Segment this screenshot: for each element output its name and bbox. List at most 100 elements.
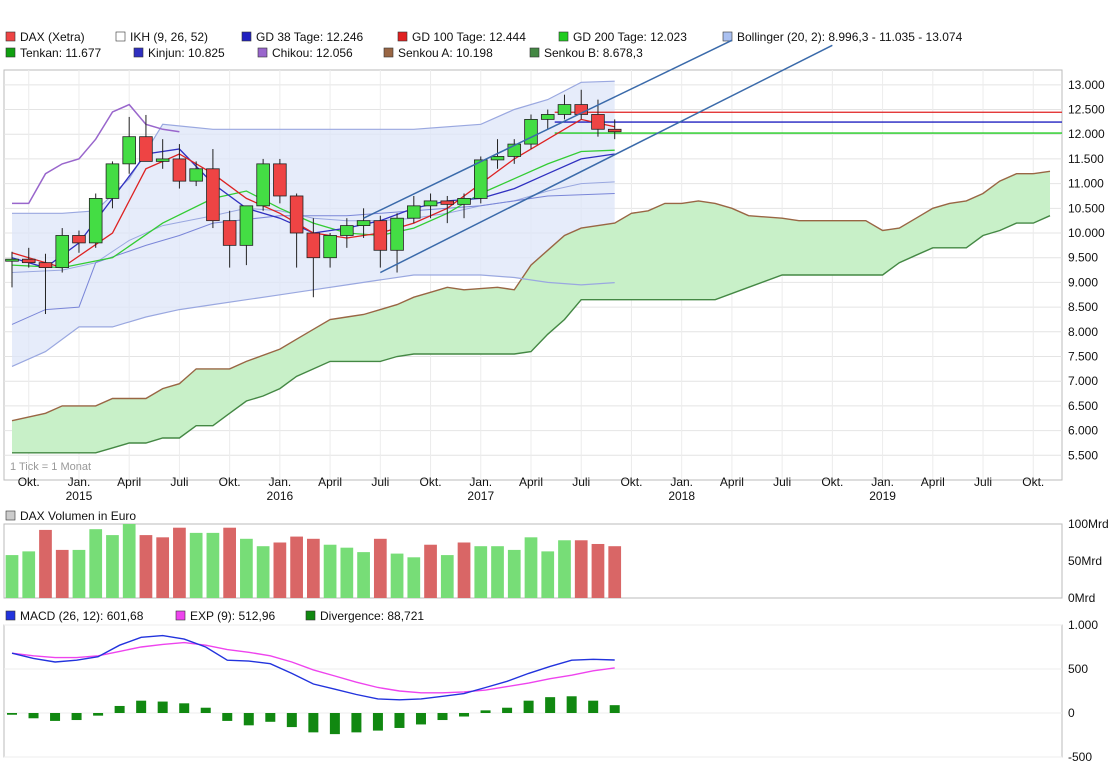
volume-bar [89,529,103,598]
macd-y-tick-label: 1.000 [1068,618,1098,632]
candle-down-body [72,235,86,244]
macd-y-tick-label: 500 [1068,662,1088,676]
divergence-bar [415,713,426,725]
volume-bar [55,549,69,598]
x-month-label: Jan. [469,475,492,489]
candle-up-body [490,156,505,161]
candle-down-body [38,262,53,268]
legend-label: GD 38 Tage: 12.246 [256,30,364,44]
macd-line [11,634,615,701]
candle [189,161,203,187]
y-tick-label: 11.000 [1068,177,1104,191]
volume-bar [440,555,454,598]
y-tick-label: 7.500 [1068,350,1098,364]
candle-down-body [373,220,388,251]
volume-bar [574,540,588,598]
candle [88,193,103,248]
candle-up-body [540,114,555,120]
legend-item: Chikou: 12.056 [257,46,353,60]
volume-legend: DAX Volumen in Euro [5,509,136,523]
volume-bar [106,535,119,598]
y-tick-label: 12.500 [1068,103,1105,117]
divergence-bar [502,707,513,713]
divergence-bar [609,705,620,713]
x-month-label: Okt. [18,475,40,489]
volume-bar [457,542,471,598]
y-tick-label: 9.500 [1068,251,1098,265]
volume-bar [373,538,387,598]
candle [457,193,471,219]
macd-legend-item: Divergence: 88,721 [305,609,424,623]
candle [306,218,321,298]
legend-item: Senkou B: 8.678,3 [529,46,643,60]
volume-bar [189,532,203,598]
candle [557,94,572,120]
candle-down-body [206,168,220,222]
volume-bar [290,536,303,598]
divergence-bar [351,713,362,733]
volume-bar [173,527,186,598]
volume-bar [156,537,170,598]
divergence-bar [71,713,82,721]
price-panel: 5.500 6.000 6.500 7.000 7.500 8.000 8.500 9.000… [3,39,1105,503]
candle [540,109,555,130]
candle-down-body [591,114,605,130]
volume-bar [72,549,86,598]
candle-up-body [340,225,354,236]
candle-up-body [55,235,69,268]
candle-up-body [474,159,488,199]
volume-bar [22,551,36,598]
y-tick-label: 10.000 [1068,226,1105,240]
candle-up-body [390,217,404,251]
senkou-a-line [11,170,1051,422]
candle [21,247,36,268]
y-tick-label: 6.500 [1068,399,1098,413]
divergence-bar [93,713,104,716]
divergence-bar [566,696,577,713]
divergence-bar [523,700,534,713]
candle-up-body [88,198,103,244]
macd-plot-frame [3,624,1063,758]
macd-legend-label: Divergence: 88,721 [320,609,424,623]
volume-bar [39,529,52,598]
x-year-label: 2017 [467,489,494,503]
macd-legend-label: EXP (9): 512,96 [190,609,275,623]
x-year-label: 2018 [668,489,695,503]
candle-down-body [289,195,304,234]
x-month-label: Juli [773,475,791,489]
legend-square-icon [383,47,394,58]
y-tick-label: 12.000 [1068,127,1105,141]
candle-down-body [440,200,455,205]
main-legend: DAX (Xetra) IKH (9, 26, 52) GD 38 Tage: 12… [5,30,963,60]
candle-up-body [407,205,421,219]
candle [172,144,187,189]
candle-up-body [239,205,254,246]
candle [222,210,237,268]
legend-item: Senkou A: 10.198 [383,46,493,60]
legend-square-icon [529,47,540,58]
candle-down-body [607,128,622,133]
divergence-bar [265,713,276,722]
volume-bar [558,540,571,598]
volume-bar [139,535,153,598]
x-month-label: Jan. [269,475,292,489]
macd-legend-square-icon [5,610,16,621]
legend-label: Chikou: 12.056 [272,46,353,60]
x-month-label: Okt. [1022,475,1044,489]
legend-square-icon [5,47,16,58]
candle-down-body [222,220,237,246]
volume-panel: 100Mrd 50Mrd 0Mrd [3,517,1109,605]
divergence-bar [588,700,599,713]
volume-bar [340,547,354,598]
legend-label: GD 100 Tage: 12.444 [412,30,526,44]
legend-label: Bollinger (20, 2): 8.996,3 - 11.035 - 13… [737,30,963,44]
legend-label: Senkou B: 8.678,3 [544,46,643,60]
volume-bar [608,546,622,598]
macd-y-tick-label: -500 [1068,750,1092,764]
legend-square-icon [241,31,252,42]
divergence-bar [372,713,383,731]
x-month-label: Okt. [420,475,442,489]
legend-item: Bollinger (20, 2): 8.996,3 - 11.035 - 13… [722,30,963,44]
legend-square-icon [133,47,144,58]
